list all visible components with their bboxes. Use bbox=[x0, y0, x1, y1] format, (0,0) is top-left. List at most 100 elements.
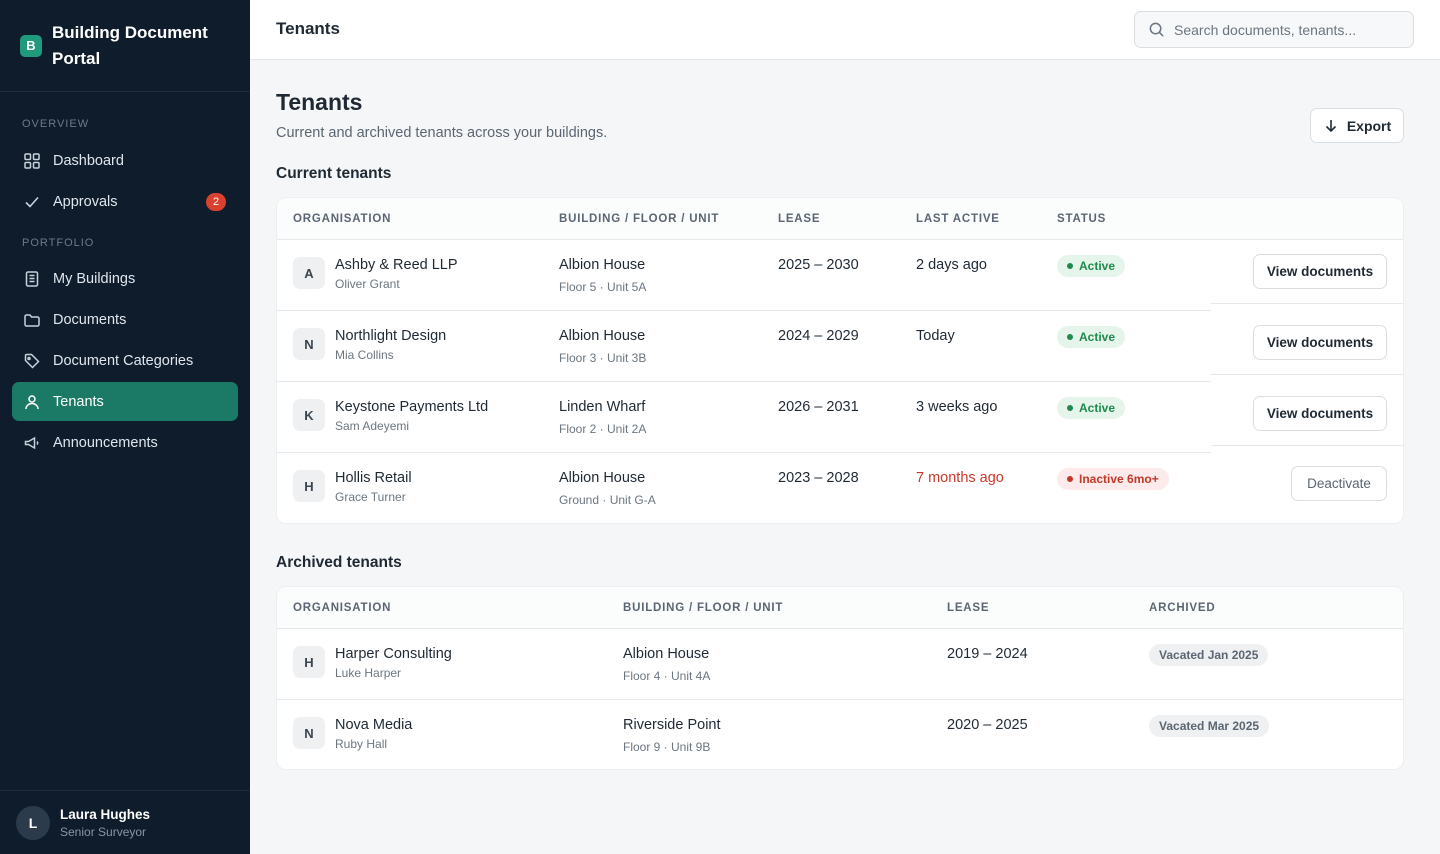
row-divider bbox=[1211, 374, 1403, 375]
sidebar: B Building Document Portal OVERVIEW Dash… bbox=[0, 0, 250, 854]
column-header: LEASE bbox=[947, 602, 990, 614]
last-active: 7 months ago bbox=[916, 470, 1004, 486]
topbar: Tenants bbox=[250, 0, 1440, 60]
sidebar-item-announcements[interactable]: Announcements bbox=[12, 423, 238, 462]
column-header: ARCHIVED bbox=[1149, 602, 1216, 614]
org-contact: Mia Collins bbox=[335, 348, 394, 362]
org-contact: Luke Harper bbox=[335, 666, 402, 680]
org-initial: N bbox=[293, 717, 325, 749]
column-header: ORGANISATION bbox=[293, 602, 392, 614]
brand[interactable]: B Building Document Portal bbox=[0, 0, 250, 92]
sidebar-item-approvals[interactable]: Approvals 2 bbox=[12, 182, 238, 221]
user-name: Laura Hughes bbox=[60, 806, 151, 822]
status-dot bbox=[1067, 476, 1073, 482]
building-name: Albion House bbox=[559, 328, 646, 344]
status-badge: Active bbox=[1057, 255, 1126, 277]
org-initial: H bbox=[293, 646, 325, 678]
column-header: BUILDING / FLOOR / UNIT bbox=[559, 213, 720, 225]
sidebar-item-label: My Buildings bbox=[53, 270, 136, 287]
last-active: Today bbox=[916, 328, 955, 344]
deactivate-button[interactable]: Deactivate bbox=[1291, 466, 1387, 501]
building-unit: Floor 3 · Unit 3B bbox=[559, 351, 647, 365]
column-header: ORGANISATION bbox=[293, 213, 392, 225]
user-profile[interactable]: L Laura Hughes Senior Surveyor bbox=[0, 790, 250, 854]
org-contact: Oliver Grant bbox=[335, 277, 400, 291]
status-dot bbox=[1067, 263, 1073, 269]
row-divider bbox=[277, 310, 1211, 311]
current-tenants-title: Current tenants bbox=[276, 165, 392, 182]
row-divider bbox=[1211, 303, 1403, 304]
export-button[interactable]: Export bbox=[1310, 108, 1404, 143]
table-row: H Harper Consulting Luke Harper Albion H… bbox=[277, 629, 1403, 700]
org-initial: A bbox=[293, 257, 325, 289]
brand-logo: B bbox=[20, 34, 42, 57]
org-name: Northlight Design bbox=[335, 328, 447, 344]
building-unit: Floor 2 · Unit 2A bbox=[559, 422, 647, 436]
org-name: Nova Media bbox=[335, 717, 413, 733]
table-row: A Ashby & Reed LLP Oliver Grant Albion H… bbox=[277, 240, 1403, 311]
user-info: Laura Hughes Senior Surveyor bbox=[60, 807, 150, 839]
building-unit: Floor 5 · Unit 5A bbox=[559, 280, 647, 294]
search-input[interactable] bbox=[1174, 21, 1404, 38]
sidebar-item-label: Documents bbox=[53, 311, 127, 328]
table-row: N Northlight Design Mia Collins Albion H… bbox=[277, 311, 1403, 382]
sidebar-item-label: Approvals bbox=[53, 193, 118, 210]
current-tenants-table: ORGANISATION BUILDING / FLOOR / UNIT LEA… bbox=[276, 197, 1404, 524]
download-arrow-icon bbox=[1325, 119, 1336, 132]
status-badge: Active bbox=[1057, 397, 1126, 419]
sidebar-item-dashboard[interactable]: Dashboard bbox=[12, 141, 238, 180]
building-name: Albion House bbox=[559, 470, 646, 486]
column-header: LEASE bbox=[778, 213, 821, 225]
status-text: Active bbox=[1079, 401, 1116, 415]
megaphone-icon bbox=[24, 436, 39, 449]
lease-period: 2019 – 2024 bbox=[947, 646, 1028, 662]
lease-period: 2024 – 2029 bbox=[778, 328, 859, 344]
last-active: 2 days ago bbox=[916, 257, 987, 273]
lease-period: 2023 – 2028 bbox=[778, 470, 859, 486]
view-documents-button[interactable]: View documents bbox=[1253, 325, 1387, 360]
org-contact: Grace Turner bbox=[335, 490, 406, 504]
section-label-portfolio: PORTFOLIO bbox=[22, 237, 95, 249]
org-initial: N bbox=[293, 328, 325, 360]
building-name: Riverside Point bbox=[623, 717, 721, 733]
table-row: H Hollis Retail Grace Turner Albion Hous… bbox=[277, 453, 1403, 523]
lease-period: 2025 – 2030 bbox=[778, 257, 859, 273]
sidebar-item-my-buildings[interactable]: My Buildings bbox=[12, 259, 238, 298]
status-text: Inactive 6mo+ bbox=[1079, 472, 1159, 486]
building-unit: Ground · Unit G-A bbox=[559, 493, 656, 507]
column-header: LAST ACTIVE bbox=[916, 213, 1000, 225]
section-label-overview: OVERVIEW bbox=[22, 118, 90, 130]
sidebar-item-label: Dashboard bbox=[53, 152, 124, 169]
row-divider bbox=[277, 699, 1403, 700]
view-documents-button[interactable]: View documents bbox=[1253, 254, 1387, 289]
table-row: K Keystone Payments Ltd Sam Adeyemi Lind… bbox=[277, 382, 1403, 453]
table-header: ORGANISATION BUILDING / FLOOR / UNIT LEA… bbox=[277, 198, 1403, 240]
building-name: Albion House bbox=[623, 646, 710, 662]
grid-icon bbox=[24, 152, 40, 169]
tag-icon bbox=[24, 353, 40, 369]
org-name: Keystone Payments Ltd bbox=[335, 399, 489, 415]
row-divider bbox=[1211, 445, 1403, 446]
sidebar-item-documents[interactable]: Documents bbox=[12, 300, 238, 339]
org-initial: H bbox=[293, 470, 325, 502]
status-badge: Inactive 6mo+ bbox=[1057, 468, 1169, 490]
org-initial: K bbox=[293, 399, 325, 431]
status-text: Active bbox=[1079, 259, 1116, 273]
column-header: STATUS bbox=[1057, 213, 1107, 225]
avatar: L bbox=[16, 805, 50, 840]
search-box[interactable] bbox=[1134, 11, 1414, 48]
folder-icon bbox=[24, 313, 40, 327]
sidebar-item-label: Document Categories bbox=[53, 352, 194, 369]
archived-tenants-table: ORGANISATION BUILDING / FLOOR / UNIT LEA… bbox=[276, 586, 1404, 770]
approvals-badge: 2 bbox=[206, 193, 226, 211]
status-text: Active bbox=[1079, 330, 1116, 344]
building-name: Albion House bbox=[559, 257, 646, 273]
sidebar-item-document-categories[interactable]: Document Categories bbox=[12, 341, 238, 380]
status-dot bbox=[1067, 405, 1073, 411]
table-row: N Nova Media Ruby Hall Riverside Point F… bbox=[277, 700, 1403, 769]
archived-badge: Vacated Jan 2025 bbox=[1149, 644, 1269, 666]
view-documents-button[interactable]: View documents bbox=[1253, 396, 1387, 431]
sidebar-item-tenants[interactable]: Tenants bbox=[12, 382, 238, 421]
topbar-title: Tenants bbox=[276, 19, 340, 38]
org-contact: Ruby Hall bbox=[335, 737, 388, 751]
